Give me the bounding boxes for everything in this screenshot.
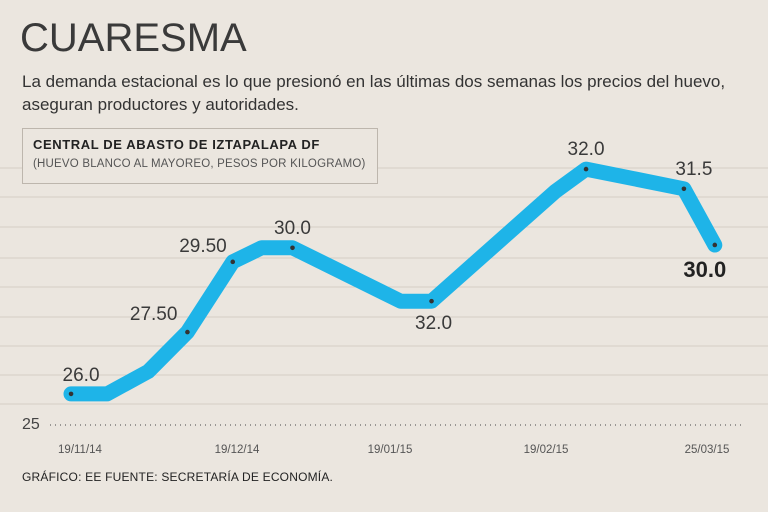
- data-label: 26.0: [63, 365, 100, 386]
- data-point: [290, 245, 295, 251]
- data-points: [68, 166, 718, 397]
- data-label: 29.50: [179, 236, 227, 257]
- data-point: [712, 242, 718, 248]
- data-point: [230, 259, 236, 265]
- data-labels: 26.0 27.50 29.50 30.0 32.0 32.0 31.5 30.0: [63, 139, 727, 386]
- data-point: [429, 298, 434, 304]
- data-label: 31.5: [675, 159, 712, 180]
- chart-subtitle: La demanda estacional es lo que presionó…: [22, 72, 726, 114]
- source-credit: GRÁFICO: EE FUENTE: SECRETARÍA DE ECONOM…: [22, 470, 334, 484]
- data-point: [68, 391, 74, 397]
- data-label: 32.0: [415, 313, 452, 334]
- chart-title: CUARESMA: [20, 16, 247, 60]
- x-axis: 25 19/11/14 19/12/14 19/01/15 19/02/15 25/03/…: [22, 416, 742, 456]
- data-label: 30.0: [683, 257, 726, 282]
- legend-title: CENTRAL DE ABASTO DE IZTAPALAPA DF: [33, 137, 320, 152]
- data-point: [185, 329, 190, 335]
- data-label: 27.50: [130, 304, 178, 325]
- data-label: 32.0: [568, 139, 605, 160]
- data-point: [681, 186, 687, 192]
- y-tick-label: 25: [22, 416, 40, 433]
- x-tick-label: 19/01/15: [368, 444, 413, 456]
- legend-subtitle: (HUEVO BLANCO AL MAYOREO, PESOS POR KILO…: [33, 158, 366, 170]
- series-line-path: [63, 161, 723, 402]
- series-line: [63, 161, 723, 402]
- x-tick-label: 19/12/14: [215, 444, 260, 456]
- chart-legend: CENTRAL DE ABASTO DE IZTAPALAPA DF (HUEV…: [22, 128, 378, 184]
- data-point: [583, 166, 589, 172]
- x-tick-label: 19/11/14: [58, 444, 103, 456]
- x-tick-label: 19/02/15: [524, 444, 569, 456]
- data-label: 30.0: [274, 218, 311, 239]
- x-tick-label: 25/03/15: [685, 444, 730, 456]
